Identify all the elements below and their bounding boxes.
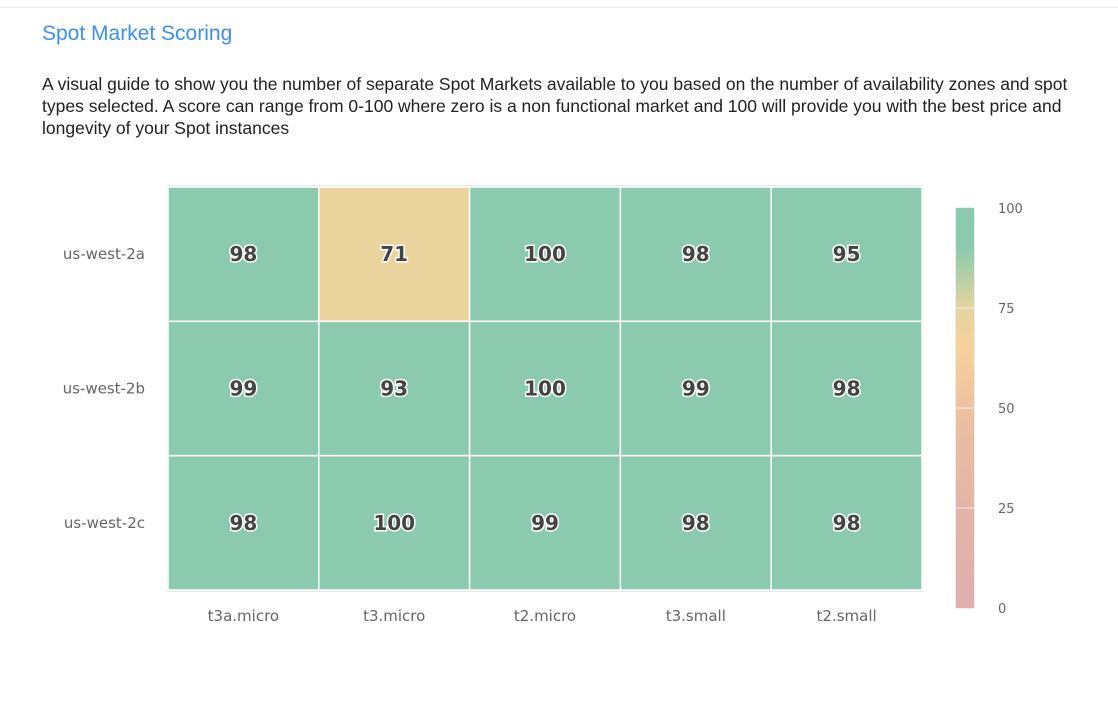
cell-value-label: 99 (682, 377, 710, 401)
heatmap-cell[interactable] (468, 320, 622, 457)
y-tick-label: us-west-2c (64, 514, 145, 532)
cell-value-label: 98 (229, 511, 257, 535)
y-tick-label: us-west-2b (63, 380, 145, 398)
cell-value-label: 71 (380, 242, 408, 266)
heatmap-cell[interactable] (619, 320, 772, 457)
x-tick-label: t2.micro (514, 607, 576, 625)
cell-value-label: 99 (531, 511, 559, 535)
cell-value-label: 98 (833, 511, 861, 535)
y-tick-label: us-west-2a (63, 245, 145, 263)
cell-value-label: 100 (524, 242, 566, 266)
cell-value-label: 100 (524, 377, 566, 401)
cell-value-label: 98 (833, 377, 861, 401)
cell-value-label: 95 (833, 242, 861, 266)
colorbar-tick-label: 25 (998, 502, 1015, 517)
heatmap-cell[interactable] (167, 454, 320, 591)
cell-value-label: 99 (229, 377, 257, 401)
cell-value-label: 93 (380, 377, 408, 401)
page-title: Spot Market Scoring (42, 22, 233, 45)
heatmap-cell[interactable] (318, 186, 471, 323)
x-tick-label: t2.small (817, 607, 877, 625)
cell-value-label: 98 (229, 242, 257, 266)
colorbar-tick-label: 50 (998, 402, 1015, 417)
heatmap-cell[interactable] (468, 454, 622, 591)
page-description: A visual guide to show you the number of… (42, 74, 1068, 138)
heatmap-cell[interactable] (318, 320, 471, 457)
heatmap-cell[interactable] (770, 454, 923, 591)
top-divider (0, 7, 1118, 8)
heatmap-cell[interactable] (770, 186, 923, 323)
heatmap-cell[interactable] (167, 320, 320, 457)
cell-value-label: 100 (373, 511, 415, 535)
heatmap-cell[interactable] (619, 186, 772, 323)
x-tick-label: t3.micro (363, 607, 425, 625)
cell-value-label: 98 (682, 242, 710, 266)
colorbar-tick-label: 100 (998, 202, 1023, 217)
colorbar-tick-label: 75 (998, 302, 1015, 317)
colorbar-tick-label: 0 (998, 602, 1006, 617)
cell-value-label: 98 (682, 511, 710, 535)
heatmap-cell[interactable] (619, 454, 772, 591)
x-tick-label: t3a.micro (208, 607, 279, 625)
heatmap-cell[interactable] (770, 320, 923, 457)
x-tick-label: t3.small (666, 607, 726, 625)
heatmap-cell[interactable] (318, 454, 471, 591)
